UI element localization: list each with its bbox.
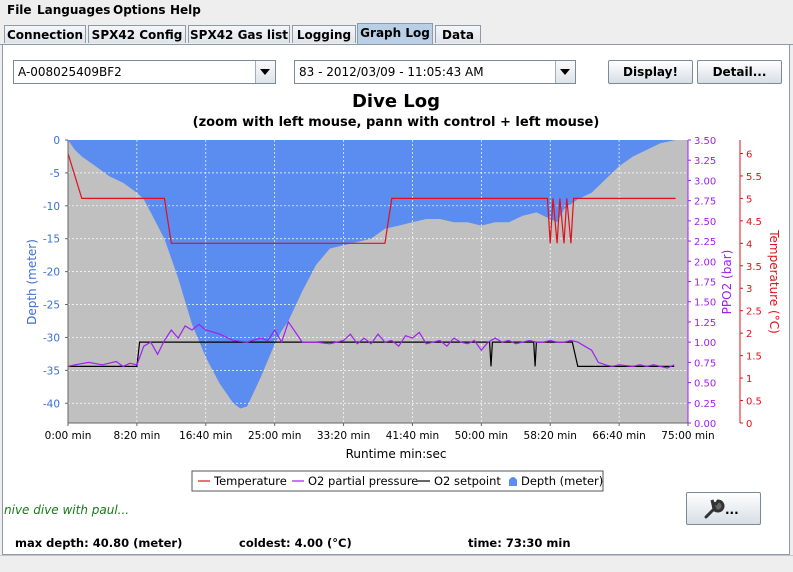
depth-tick-label: -35 [43, 365, 60, 377]
tab-data[interactable]: Data [435, 25, 481, 43]
temp-tick-label: 1 [746, 374, 752, 385]
depth-tick-label: -30 [43, 332, 60, 344]
grid [68, 140, 688, 423]
ppo2-tick-label: 3.00 [694, 176, 716, 187]
detail-button[interactable]: Detail... [697, 60, 782, 84]
temp-tick-label: 5 [746, 194, 752, 205]
temp-tick-label: 3.5 [746, 262, 762, 273]
depth-tick-label: -10 [43, 201, 60, 213]
ppo2-tick-label: 1.25 [694, 318, 716, 329]
temp-tick-label: 5.5 [746, 172, 762, 183]
dive-note: nive dive with paul... [4, 503, 130, 517]
y-axis-depth-title: Depth (meter) [25, 239, 39, 325]
display-button[interactable]: Display! [608, 60, 693, 84]
x-tick-label: 50:00 min [455, 430, 508, 442]
ppo2-tick-label: 1.75 [694, 278, 716, 289]
legend-label: Temperature [213, 474, 287, 488]
legend: Temperature O2 partial pressure O2 setpoin… [191, 470, 604, 492]
temp-tick-label: 6 [746, 149, 752, 160]
legend-label: O2 partial pressure [308, 474, 418, 488]
ppo2-tick-label: 2.75 [694, 197, 716, 208]
chart-marks [68, 140, 676, 409]
legend-label: Depth (meter) [521, 474, 603, 488]
axes: 0-5-10-15-20-25-30-35-400.000.250.500.75… [43, 135, 762, 442]
chart-subtitle: (zoom with left mouse, pann with control… [193, 115, 600, 130]
depth-tick-label: -40 [43, 398, 60, 410]
dive-log-chart[interactable]: Dive Log (zoom with left mouse, pann wit… [0, 84, 793, 559]
temp-tick-label: 0 [746, 419, 752, 430]
ppo2-tick-label: 2.25 [694, 237, 716, 248]
x-tick-label: 66:40 min [592, 430, 645, 442]
chart-title: Dive Log [352, 91, 440, 112]
temp-tick-label: 2.5 [746, 307, 762, 318]
legend-box [191, 470, 604, 492]
x-tick-label: 58:20 min [524, 430, 577, 442]
tab-spx42-config[interactable]: SPX42 Config [88, 25, 186, 43]
ppo2-tick-label: 0.00 [694, 419, 716, 430]
temp-tick-label: 4 [746, 239, 752, 250]
chevron-down-icon[interactable] [255, 61, 275, 83]
line-marks [67, 153, 676, 369]
o2-setpoint-line [68, 341, 675, 367]
x-tick-label: 41:40 min [386, 430, 439, 442]
temp-tick-label: 2 [746, 329, 752, 340]
dive-time-label: time: 73:30 min [468, 536, 571, 550]
tab-spx42-gas-list[interactable]: SPX42 Gas list [188, 25, 290, 43]
menu-file[interactable]: File [7, 3, 32, 17]
ppo2-tick-label: 1.50 [694, 298, 716, 309]
legend-swatch [509, 477, 517, 486]
tab-graph-log[interactable]: Graph Log [357, 23, 433, 44]
ppo2-tick-label: 3.25 [694, 156, 716, 167]
ppo2-tick-label: 2.50 [694, 217, 716, 228]
tools-button[interactable]: ... [686, 492, 761, 525]
menu-languages[interactable]: Languages [37, 3, 111, 17]
depth-tick-label: -25 [43, 300, 60, 312]
device-select[interactable]: A-008025409BF2 [13, 60, 276, 84]
ppo2-tick-label: 0.50 [694, 379, 716, 390]
menu-help[interactable]: Help [170, 3, 201, 17]
tab-connection[interactable]: Connection [4, 25, 86, 43]
menu-options[interactable]: Options [113, 3, 166, 17]
ppo2-tick-label: 0.75 [694, 358, 716, 369]
svg-text:...: ... [725, 503, 739, 517]
x-tick-label: 33:20 min [317, 430, 370, 442]
temp-tick-label: 0.5 [746, 397, 762, 408]
depth-tick-label: -5 [50, 168, 60, 180]
tab-bar: Connection SPX42 Config SPX42 Gas list L… [0, 22, 793, 45]
y-axis-ppo2-title: PPO2 (bar) [720, 250, 734, 315]
x-tick-label: 25:00 min [248, 430, 301, 442]
depth-area [68, 140, 676, 409]
x-tick-label: 16:40 min [179, 430, 232, 442]
ppo2-tick-label: 1.00 [694, 338, 716, 349]
menu-bar: File Languages Options Help [0, 0, 793, 22]
temp-tick-label: 3 [746, 284, 752, 295]
legend-label: O2 setpoint [434, 474, 501, 488]
temperature-line [67, 153, 676, 244]
x-tick-label: 8:20 min [114, 430, 161, 442]
ppo2-tick-label: 3.50 [694, 136, 716, 147]
temp-tick-label: 1.5 [746, 352, 762, 363]
chevron-down-icon[interactable] [555, 61, 575, 83]
dive-select-value: 83 - 2012/03/09 - 11:05:43 AM [299, 65, 484, 79]
x-tick-label: 75:00 min [661, 430, 714, 442]
ppo2-line [67, 320, 675, 369]
wrench-icon: ... [704, 499, 739, 519]
coldest-label: coldest: 4.00 (°C) [239, 536, 352, 550]
max-depth-label: max depth: 40.80 (meter) [15, 536, 183, 550]
ppo2-tick-label: 0.25 [694, 399, 716, 410]
status-bar [0, 555, 793, 572]
depth-tick-label: -15 [43, 234, 60, 246]
dive-select[interactable]: 83 - 2012/03/09 - 11:05:43 AM [294, 60, 576, 84]
temp-tick-label: 4.5 [746, 217, 762, 228]
x-tick-label: 0:00 min [45, 430, 92, 442]
device-select-value: A-008025409BF2 [18, 65, 122, 79]
y-axis-temp-title: Temperature (°C) [767, 229, 781, 334]
tab-logging[interactable]: Logging [292, 25, 356, 43]
depth-tick-label: 0 [53, 135, 60, 147]
x-axis-title: Runtime min:sec [346, 447, 447, 461]
ppo2-tick-label: 2.00 [694, 257, 716, 268]
depth-tick-label: -20 [43, 267, 60, 279]
